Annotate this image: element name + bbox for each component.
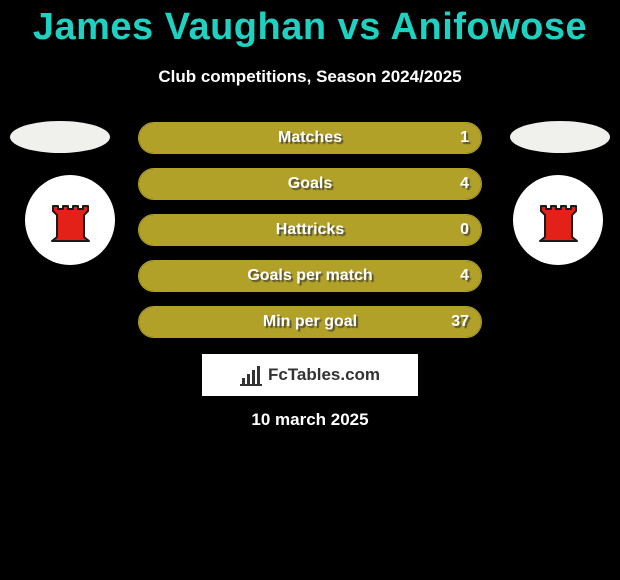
stat-label: Goals [139, 175, 481, 193]
stat-value-right: 37 [451, 313, 469, 331]
stat-value-right: 4 [460, 267, 469, 285]
stat-label: Matches [139, 129, 481, 147]
stat-row: Min per goal 37 [138, 306, 482, 338]
fort-icon [43, 193, 98, 248]
stat-row: Goals 4 [138, 168, 482, 200]
team-badge-left [25, 175, 115, 265]
logo-box[interactable]: FcTables.com [202, 354, 418, 396]
stat-row: Hattricks 0 [138, 214, 482, 246]
stat-value-right: 0 [460, 221, 469, 239]
stat-label: Min per goal [139, 313, 481, 331]
stat-row: Goals per match 4 [138, 260, 482, 292]
flag-left [10, 121, 110, 153]
chart-icon [240, 364, 262, 386]
stat-row: Matches 1 [138, 122, 482, 154]
stat-value-right: 4 [460, 175, 469, 193]
footer-date: 10 march 2025 [0, 410, 620, 430]
team-badge-right [513, 175, 603, 265]
fort-icon [531, 193, 586, 248]
stat-label: Goals per match [139, 267, 481, 285]
page-title: James Vaughan vs Anifowose [0, 0, 620, 49]
page-subtitle: Club competitions, Season 2024/2025 [0, 67, 620, 87]
stat-label: Hattricks [139, 221, 481, 239]
flag-right [510, 121, 610, 153]
logo-text: FcTables.com [268, 365, 380, 385]
stat-value-right: 1 [460, 129, 469, 147]
stats-container: Matches 1 Goals 4 Hattricks 0 Goals per … [138, 122, 482, 352]
